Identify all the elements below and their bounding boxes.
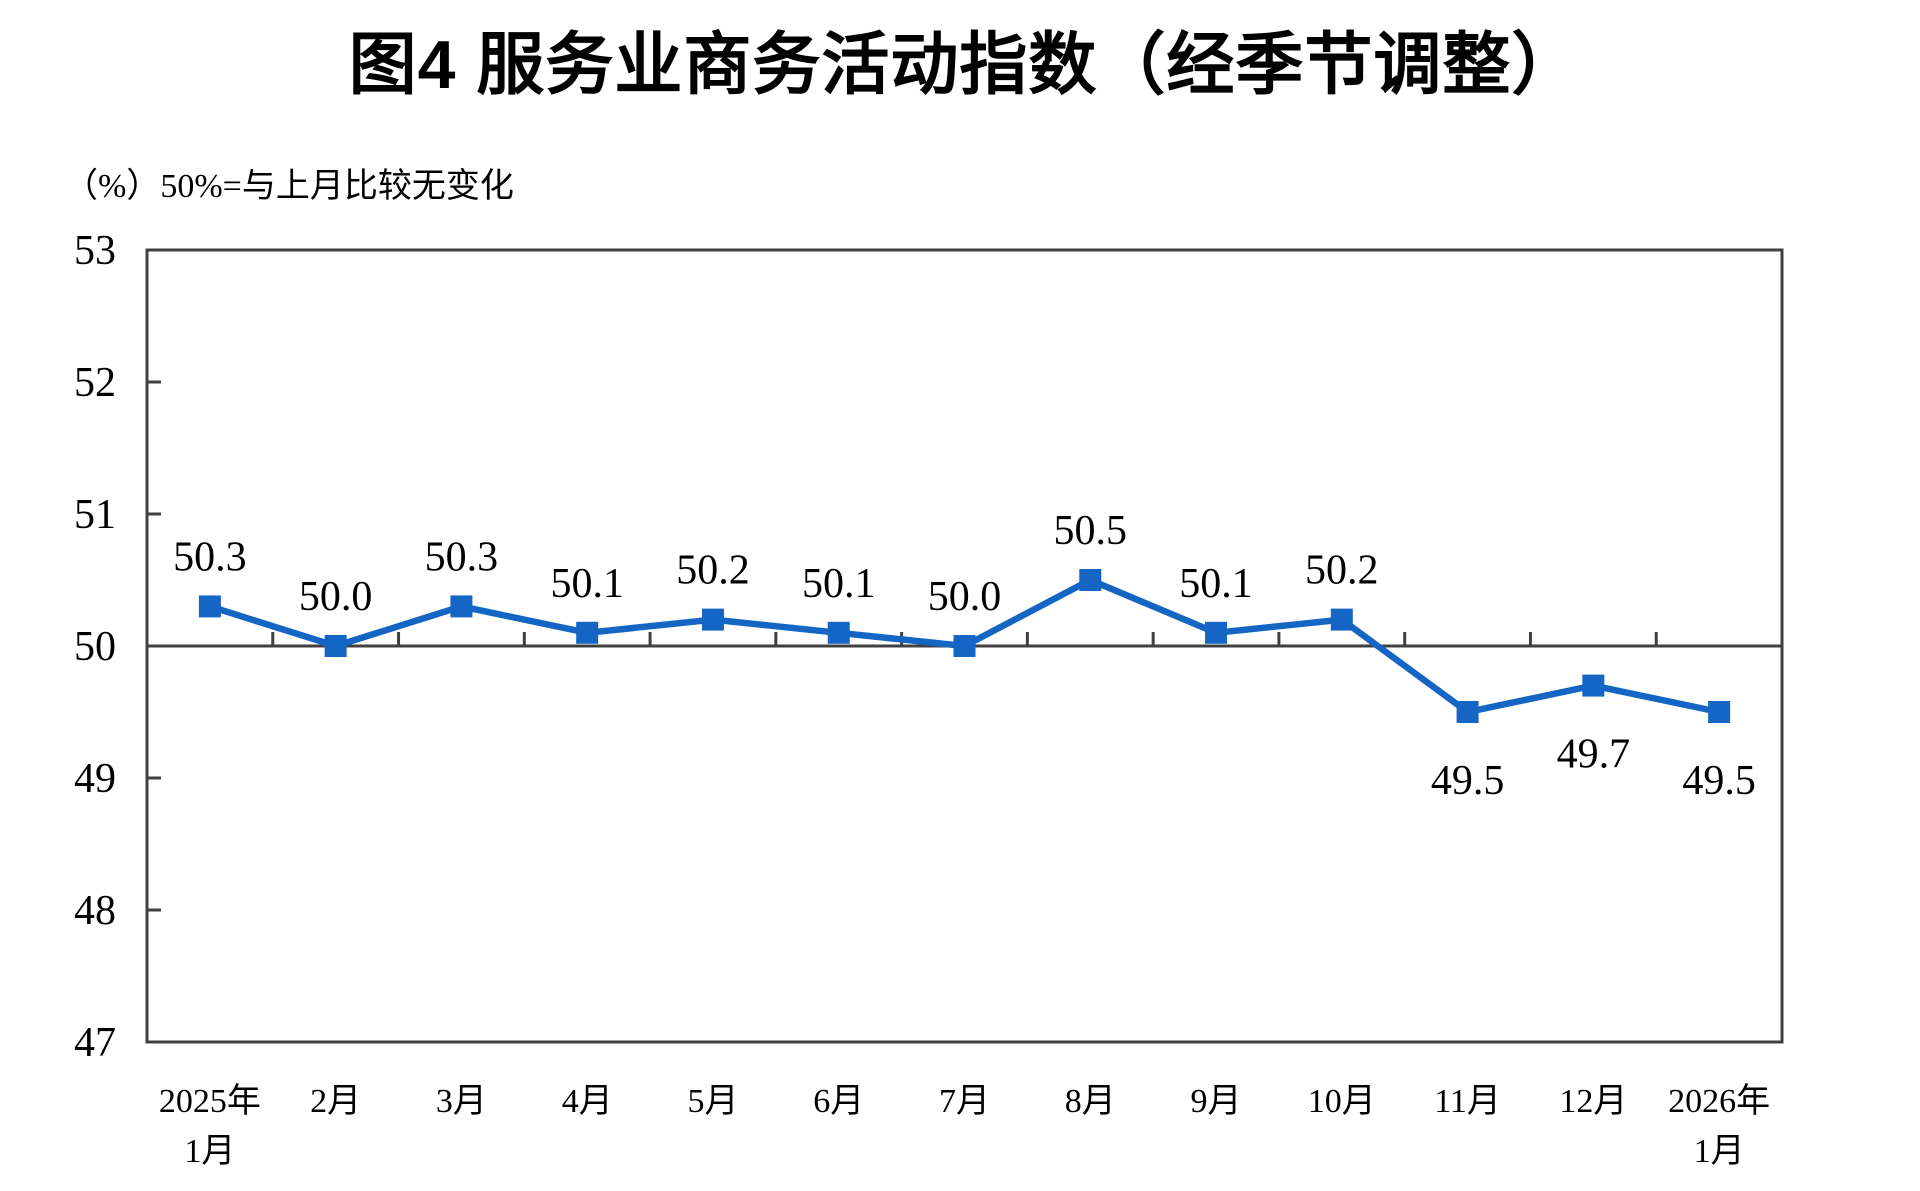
data-point-marker xyxy=(450,595,473,618)
axis-unit-note: （%）50%=与上月比较无变化 xyxy=(64,168,514,205)
y-tick-label: 52 xyxy=(74,360,116,406)
y-tick-label: 50 xyxy=(74,624,116,670)
y-tick-label: 51 xyxy=(74,492,116,538)
data-point-marker xyxy=(1330,608,1353,631)
x-tick-label: 7月 xyxy=(939,1083,990,1120)
data-label: 50.2 xyxy=(676,548,750,594)
data-point-marker xyxy=(953,635,976,657)
data-point-marker xyxy=(1456,701,1479,723)
data-label: 50.2 xyxy=(1305,548,1379,594)
data-label: 50.5 xyxy=(1054,508,1128,554)
data-point-marker xyxy=(1582,674,1605,697)
y-tick-label: 49 xyxy=(74,756,116,802)
x-tick-label: 2025年 xyxy=(159,1082,261,1120)
x-tick-label: 5月 xyxy=(687,1083,738,1120)
x-tick-label: 1月 xyxy=(184,1133,235,1170)
data-label: 50.3 xyxy=(425,534,499,580)
data-label: 50.1 xyxy=(550,561,624,607)
x-tick-label: 11月 xyxy=(1434,1083,1501,1120)
data-label: 50.0 xyxy=(928,574,1002,620)
x-tick-label: 2月 xyxy=(310,1083,361,1120)
x-tick-label: 6月 xyxy=(813,1083,864,1120)
data-point-marker xyxy=(1708,701,1731,723)
chart-title: 图4 服务业商务活动指数（经季节调整） xyxy=(348,27,1581,103)
x-tick-label: 3月 xyxy=(436,1083,487,1120)
data-label: 49.7 xyxy=(1557,732,1631,778)
data-label: 50.3 xyxy=(173,534,247,580)
data-point-marker xyxy=(198,595,221,618)
x-tick-label: 8月 xyxy=(1065,1083,1116,1120)
data-label: 50.0 xyxy=(299,574,373,620)
data-point-marker xyxy=(324,635,347,657)
x-tick-label: 12月 xyxy=(1559,1083,1627,1120)
x-tick-label: 4月 xyxy=(562,1083,613,1120)
x-tick-label: 2026年 xyxy=(1668,1082,1770,1120)
data-point-marker xyxy=(1079,569,1102,591)
x-tick-label: 10月 xyxy=(1308,1083,1376,1120)
data-point-marker xyxy=(1205,621,1228,644)
data-point-marker xyxy=(701,608,724,631)
x-tick-label: 9月 xyxy=(1191,1083,1242,1120)
data-label: 50.1 xyxy=(1179,561,1253,607)
data-label: 50.1 xyxy=(802,561,876,607)
y-tick-label: 47 xyxy=(74,1020,116,1066)
data-point-marker xyxy=(576,621,599,644)
y-tick-label: 53 xyxy=(74,228,116,274)
data-label: 49.5 xyxy=(1682,758,1756,804)
x-tick-label: 1月 xyxy=(1694,1133,1745,1170)
data-point-marker xyxy=(827,621,850,644)
y-tick-label: 48 xyxy=(74,888,116,934)
data-label: 49.5 xyxy=(1431,758,1505,804)
